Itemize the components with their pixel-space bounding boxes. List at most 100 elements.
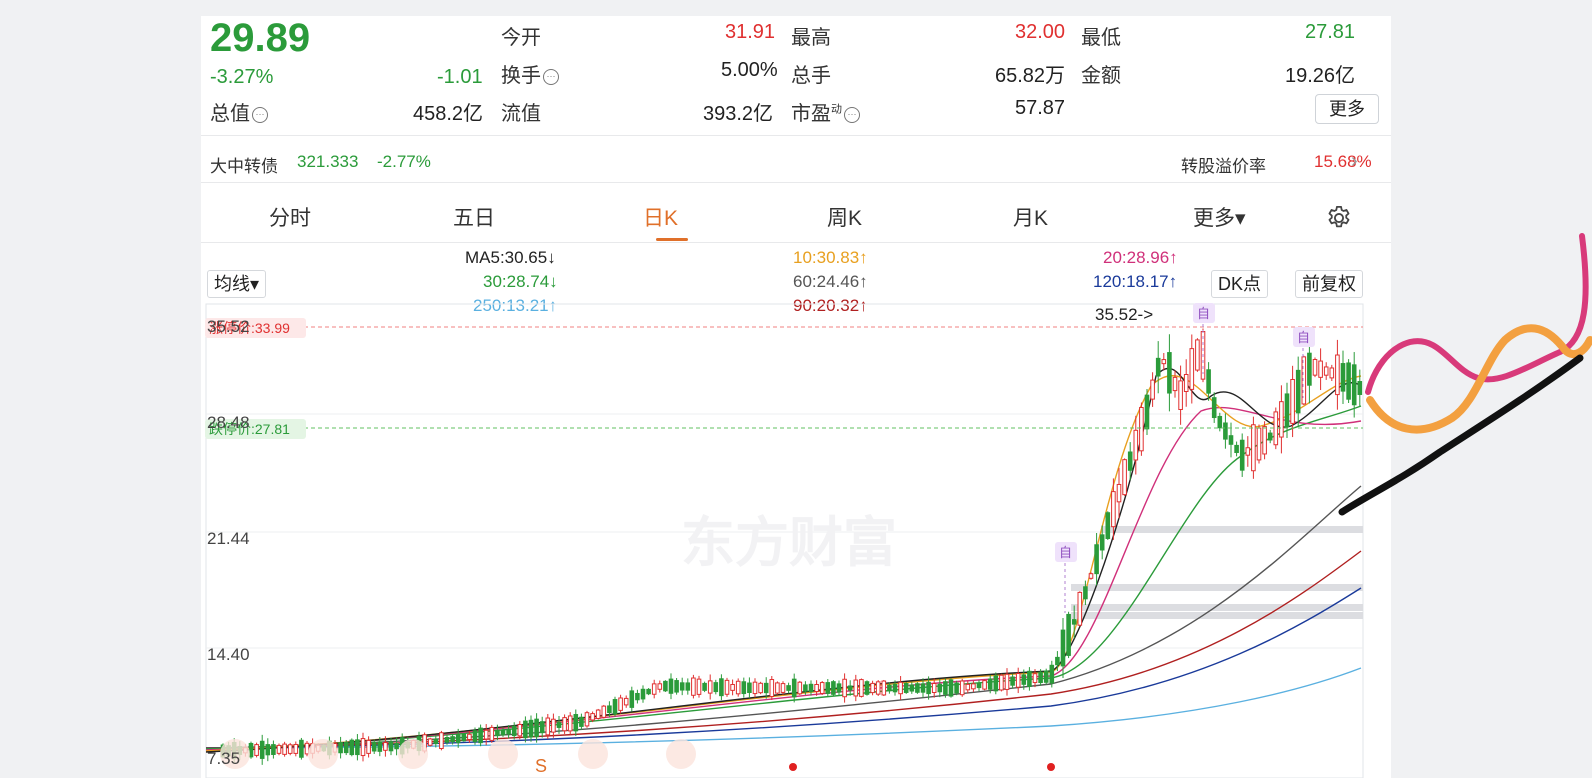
tab-five-day[interactable]: 五日: [453, 207, 495, 230]
more-button[interactable]: 更多: [1315, 94, 1379, 124]
ellipsis-circle-icon[interactable]: ···: [252, 106, 268, 123]
divider: [201, 182, 1391, 183]
candle-body: [517, 723, 523, 737]
self-select-marker[interactable]: [1193, 303, 1215, 323]
mktcap-label[interactable]: 总值 ···: [210, 97, 268, 126]
amount-label: 金额: [1081, 65, 1121, 87]
ma250-value: 250:13.21↑: [473, 296, 558, 315]
candle-body: [735, 680, 741, 695]
candle-body: [551, 718, 556, 733]
candle-body: [254, 744, 259, 756]
candle-body: [343, 741, 349, 754]
ellipsis-circle-icon[interactable]: ···: [844, 106, 860, 123]
pe-label[interactable]: 市盈动 ···: [791, 97, 860, 126]
candle-body: [864, 681, 870, 695]
candle-body: [489, 726, 495, 741]
turnover-label[interactable]: 换手 ···: [501, 59, 559, 88]
tab-daily-k[interactable]: 日K: [643, 207, 679, 230]
event-dot[interactable]: [1047, 763, 1055, 771]
candle-body: [898, 681, 903, 695]
y-axis-label: 28.48: [207, 413, 250, 432]
candle-body: [987, 678, 993, 690]
y-axis-label: 14.40: [207, 645, 250, 664]
candle-body: [881, 680, 887, 696]
toolbar-circle-button[interactable]: [220, 739, 250, 769]
dk-point-button[interactable]: DK点: [1211, 270, 1269, 298]
candle-body: [1223, 422, 1228, 440]
toolbar-circle-button[interactable]: [666, 739, 696, 769]
toolbar-circle-button[interactable]: [308, 739, 338, 769]
chevron-right-icon[interactable]: ›: [1351, 150, 1358, 172]
candle-body: [1155, 357, 1161, 377]
tab-monthly-k[interactable]: 月K: [1013, 207, 1049, 230]
candle-body: [758, 682, 763, 694]
event-dot[interactable]: [789, 763, 797, 771]
float-label: 流值: [501, 103, 541, 125]
candle-body: [842, 678, 847, 698]
convertible-bond-row[interactable]: 大中转债 321.333 -2.77% 转股溢价率 15.68% ›: [201, 142, 1391, 182]
candle-body: [590, 713, 595, 721]
candle-body: [259, 740, 265, 759]
toolbar-circle-button[interactable]: [398, 739, 428, 769]
candle-body: [1228, 435, 1234, 445]
candle-body: [1245, 447, 1251, 456]
ma-selector[interactable]: 均线▾: [207, 270, 267, 298]
tab-more[interactable]: 更多▾: [1193, 207, 1246, 230]
candle-body: [931, 682, 937, 694]
candle-body: [528, 719, 534, 738]
candle-body: [607, 705, 612, 714]
candle-body: [1217, 415, 1223, 429]
ellipsis-circle-icon[interactable]: ···: [543, 68, 559, 85]
high-label: 最高: [791, 27, 831, 49]
candle-body: [304, 742, 310, 755]
candle-body: [1206, 369, 1211, 394]
sell-signal-glyph: S: [535, 756, 547, 776]
divider: [201, 242, 1391, 243]
candle-body: [1032, 673, 1038, 684]
open-label: 今开: [501, 27, 541, 49]
candle-body: [819, 682, 825, 694]
ma5-value: MA5:30.65↓: [465, 248, 556, 267]
candle-body: [478, 727, 483, 744]
tab-weekly-k[interactable]: 周K: [827, 207, 863, 230]
adjust-price-button[interactable]: 前复权: [1295, 270, 1363, 298]
candle-body: [612, 699, 618, 715]
resistance-band: [1101, 526, 1363, 533]
candle-body: [724, 679, 730, 695]
self-select-marker[interactable]: [1055, 542, 1077, 562]
y-axis-label: 35.52: [207, 317, 250, 336]
candle-body: [601, 705, 607, 718]
candle-body: [366, 739, 371, 754]
tab-intraday[interactable]: 分时: [269, 207, 311, 230]
limit-up-label: 涨停价:33.99: [209, 320, 290, 336]
candle-body: [1167, 352, 1172, 394]
candle-body: [668, 678, 674, 694]
black-freehand-stroke: [1338, 354, 1584, 516]
self-select-marker-label: 自: [1297, 330, 1310, 345]
toolbar-circle-button[interactable]: [578, 739, 608, 769]
candle-body: [618, 697, 623, 711]
active-tab-underline: [656, 238, 688, 241]
candle-body: [691, 677, 696, 696]
ma120-value: 120:18.17↑: [1093, 272, 1178, 291]
candle-body: [1195, 339, 1200, 371]
candle-body: [1071, 619, 1077, 625]
candle-body: [663, 680, 668, 692]
candle-body: [1139, 406, 1144, 452]
candle-body: [433, 738, 439, 745]
candle-body: [1060, 629, 1066, 667]
candle-body: [539, 721, 545, 734]
candle-body: [875, 681, 881, 695]
candle-body: [467, 733, 472, 740]
toolbar-circle-button[interactable]: [488, 739, 518, 769]
pink-freehand-stroke: [1365, 233, 1589, 395]
gear-icon[interactable]: [1325, 204, 1353, 232]
candle-body: [1318, 360, 1323, 378]
candle-body: [657, 683, 663, 690]
candle-body: [719, 678, 724, 697]
self-select-marker[interactable]: [1293, 327, 1315, 347]
candle-body: [1083, 586, 1088, 600]
candle-body: [791, 678, 797, 698]
candle-body: [920, 683, 926, 693]
